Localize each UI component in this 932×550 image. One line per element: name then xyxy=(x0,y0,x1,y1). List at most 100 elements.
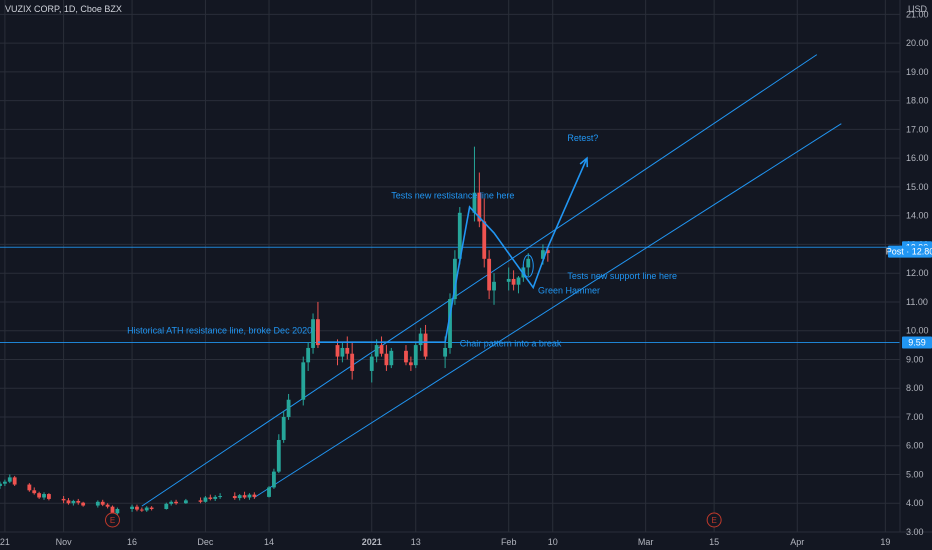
earnings-label: E xyxy=(711,516,716,525)
candle-down xyxy=(335,345,340,357)
y-tick-label: 7.00 xyxy=(906,412,924,422)
y-tick-label: 9.00 xyxy=(906,354,924,364)
candle-up xyxy=(213,496,218,499)
x-tick-label: Nov xyxy=(56,537,73,547)
y-tick-label: 11.00 xyxy=(906,297,928,307)
candle-down xyxy=(174,501,178,504)
candle-down xyxy=(139,509,144,511)
candle-down xyxy=(232,496,237,499)
y-tick-label: 21.00 xyxy=(906,9,929,19)
candle-down xyxy=(66,500,71,504)
x-tick-label: 15 xyxy=(709,537,719,547)
candle-up xyxy=(389,350,394,366)
y-tick-label: 19.00 xyxy=(906,67,929,77)
candle-down xyxy=(32,490,37,494)
candle-up xyxy=(443,347,448,357)
price-label-box xyxy=(888,245,932,258)
price-label: Post · 12.80 xyxy=(886,247,932,257)
earnings-marker xyxy=(105,512,120,528)
candle-down xyxy=(379,345,384,354)
candle-up xyxy=(95,501,100,506)
candle-down xyxy=(384,353,389,366)
candle-down xyxy=(487,258,492,291)
candle-up xyxy=(492,281,496,291)
candle-up xyxy=(203,497,208,502)
candle-up xyxy=(276,439,281,472)
symbol-title: VUZIX CORP, 1D, Cboe BZX xyxy=(5,4,122,14)
annotation-text: Chair pattern into a break xyxy=(460,339,562,349)
x-tick-label: 14 xyxy=(264,537,274,547)
candles-group xyxy=(0,146,550,517)
channel-line xyxy=(254,123,842,498)
candle-up xyxy=(247,494,252,498)
earnings-label: E xyxy=(110,516,115,525)
annotation-text: Green Hammer xyxy=(538,285,600,295)
candle-down xyxy=(105,504,110,507)
candle-down xyxy=(61,498,66,501)
hammer-highlight xyxy=(522,254,534,278)
candle-up xyxy=(311,319,315,348)
candle-down xyxy=(404,350,408,363)
y-tick-label: 6.00 xyxy=(906,441,924,451)
candle-down xyxy=(47,494,51,499)
candle-down xyxy=(149,507,154,509)
candle-up xyxy=(448,299,452,348)
annotation-text: Historical ATH resistance line, broke De… xyxy=(127,326,312,336)
x-tick-label: 13 xyxy=(411,537,421,547)
price-label-box xyxy=(902,336,932,349)
y-tick-label: 14.00 xyxy=(906,211,929,221)
currency-label: USD xyxy=(908,4,928,14)
candle-up xyxy=(369,356,374,371)
candle-down xyxy=(37,493,42,498)
candle-down xyxy=(81,502,86,506)
candle-down xyxy=(423,333,428,357)
annotation-text: Tests new support line here xyxy=(567,271,677,281)
candle-down xyxy=(252,494,257,497)
candle-up xyxy=(7,477,12,482)
y-tick-label: 10.00 xyxy=(906,326,929,336)
candle-down xyxy=(545,250,550,254)
candle-down xyxy=(27,484,32,491)
candle-down xyxy=(198,500,203,502)
y-tick-label: 4.00 xyxy=(906,498,924,508)
retest-arrow xyxy=(547,157,588,248)
candle-up xyxy=(183,500,188,504)
candle-up xyxy=(71,500,76,504)
candle-up xyxy=(301,362,306,400)
x-tick-label: Mar xyxy=(638,537,654,547)
candle-down xyxy=(511,278,516,285)
candle-down xyxy=(350,353,355,371)
candle-up xyxy=(516,277,521,285)
candle-down xyxy=(316,319,320,346)
x-tick-label: 16 xyxy=(127,537,137,547)
y-tick-label: 15.00 xyxy=(906,182,929,192)
candle-down xyxy=(345,347,350,354)
candle-up xyxy=(526,258,531,268)
candle-up xyxy=(42,494,46,498)
time-axis[interactable]: 21 Nov 16 Dec 14 2021 13 Feb 10 Mar 15 Apr 19 xyxy=(0,537,890,547)
candle-up xyxy=(306,347,311,363)
candle-up xyxy=(340,347,345,357)
candle-down xyxy=(242,495,247,498)
candle-up xyxy=(452,258,457,300)
candle-up xyxy=(541,250,545,259)
candle-up xyxy=(521,267,526,278)
y-tick-label: 16.00 xyxy=(906,153,929,163)
x-tick-label: 19 xyxy=(880,537,890,547)
price-axis[interactable]: 3.00 4.00 5.00 6.00 7.00 8.00 9.00 10.00 11.00 12… xyxy=(886,9,932,537)
candle-up xyxy=(413,345,418,366)
x-tick-label: 10 xyxy=(548,537,558,547)
candle-up xyxy=(169,501,174,504)
candle-up xyxy=(457,212,462,259)
y-tick-label: 3.00 xyxy=(906,527,924,537)
x-tick-label: 2021 xyxy=(362,537,382,547)
candle-down xyxy=(100,501,105,505)
candle-up xyxy=(0,483,2,486)
candle-up xyxy=(374,345,379,357)
candle-up xyxy=(418,333,423,346)
candle-up xyxy=(164,503,169,509)
channel-lines xyxy=(141,54,842,507)
grid-lines xyxy=(0,0,900,533)
